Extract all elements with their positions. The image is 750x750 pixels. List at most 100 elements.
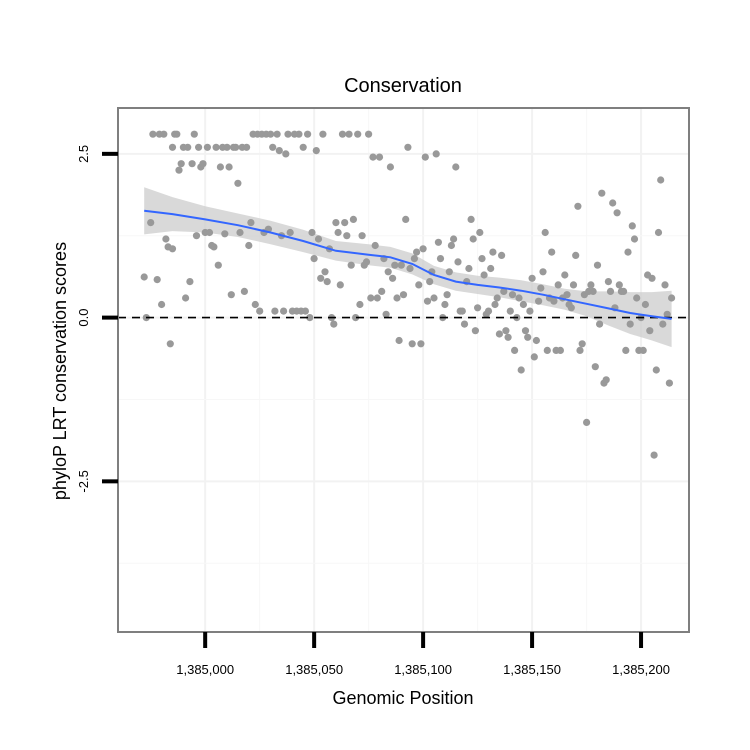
data-point: [423, 297, 432, 305]
y-tick-label: -2.5: [76, 470, 91, 492]
data-point: [225, 163, 233, 171]
data-point: [510, 346, 519, 354]
data-point: [554, 281, 562, 289]
data-point: [436, 255, 445, 263]
data-point: [280, 307, 288, 315]
data-point: [343, 232, 351, 240]
data-point: [443, 291, 451, 299]
data-point: [628, 222, 636, 230]
y-tick-label: 2.5: [76, 145, 91, 163]
data-point: [476, 228, 484, 237]
data-point: [487, 264, 495, 273]
data-point: [606, 287, 615, 295]
data-point: [526, 307, 534, 315]
data-point: [160, 130, 168, 138]
data-point: [308, 228, 316, 237]
data-point: [347, 261, 355, 269]
data-point: [500, 287, 508, 295]
data-point: [295, 130, 303, 138]
data-point: [659, 320, 667, 328]
data-point: [517, 366, 525, 374]
plot-panel-border: [117, 107, 690, 633]
x-axis-title: Genomic Position: [332, 688, 473, 708]
data-point: [432, 150, 440, 158]
data-point: [495, 330, 503, 338]
data-point: [240, 287, 248, 295]
data-point: [591, 363, 599, 371]
data-point: [356, 300, 364, 309]
data-point: [334, 228, 342, 237]
data-point: [508, 291, 517, 299]
data-point: [502, 327, 510, 335]
data-point: [247, 219, 255, 227]
data-point: [661, 281, 669, 289]
data-point: [469, 235, 477, 243]
data-point: [301, 307, 309, 315]
data-point: [543, 346, 551, 354]
data-point: [602, 376, 610, 384]
data-point: [384, 268, 392, 276]
data-point: [622, 346, 630, 354]
data-point: [467, 215, 475, 223]
data-point: [223, 143, 231, 151]
data-point: [657, 176, 665, 184]
data-point: [563, 291, 571, 299]
data-point: [556, 346, 565, 354]
data-point: [593, 261, 602, 269]
data-point: [498, 251, 506, 259]
y-tick-label: 0.0: [76, 309, 91, 327]
data-point: [668, 294, 676, 302]
data-point: [184, 143, 192, 151]
data-point: [336, 281, 344, 289]
data-point: [286, 228, 294, 237]
data-point: [245, 241, 253, 250]
data-point: [304, 130, 312, 138]
data-point: [153, 276, 161, 284]
data-point: [362, 258, 371, 266]
data-point: [447, 241, 455, 250]
data-point: [521, 327, 530, 335]
data-point: [393, 294, 401, 302]
data-point: [663, 310, 671, 318]
data-point: [626, 320, 634, 328]
data-point: [319, 130, 327, 138]
data-point: [452, 163, 460, 171]
data-points: [140, 130, 676, 459]
data-point: [639, 346, 647, 354]
data-point: [306, 314, 314, 322]
data-point: [609, 199, 617, 207]
y-axis: -2.5 0.0 2.5: [76, 145, 118, 493]
data-point: [652, 366, 660, 374]
data-point: [641, 300, 650, 309]
data-point: [519, 300, 528, 309]
data-point: [578, 340, 586, 348]
data-point: [382, 310, 390, 318]
data-point: [465, 264, 473, 273]
data-point: [576, 346, 584, 354]
data-point: [166, 340, 174, 348]
data-point: [186, 278, 194, 286]
data-point: [312, 147, 320, 155]
data-point: [630, 235, 639, 243]
chart-title: Conservation: [344, 75, 462, 97]
data-point: [402, 215, 410, 223]
data-point: [572, 251, 580, 259]
data-point: [175, 166, 183, 174]
data-point: [221, 230, 229, 238]
data-point: [410, 255, 418, 263]
data-point: [188, 160, 196, 168]
data-point: [445, 268, 453, 276]
data-point: [243, 143, 251, 151]
data-point: [615, 281, 623, 289]
data-point: [234, 179, 242, 187]
data-point: [216, 163, 224, 171]
data-point: [654, 228, 663, 237]
data-point: [168, 143, 177, 151]
data-point: [478, 255, 486, 263]
x-tick-label: 1,385,050: [285, 662, 343, 677]
data-point: [256, 307, 264, 315]
y-axis-title: phyloP LRT conservation scores: [50, 242, 70, 500]
data-point: [214, 261, 222, 269]
x-tick-label: 1,385,200: [612, 662, 670, 677]
data-point: [561, 271, 569, 279]
